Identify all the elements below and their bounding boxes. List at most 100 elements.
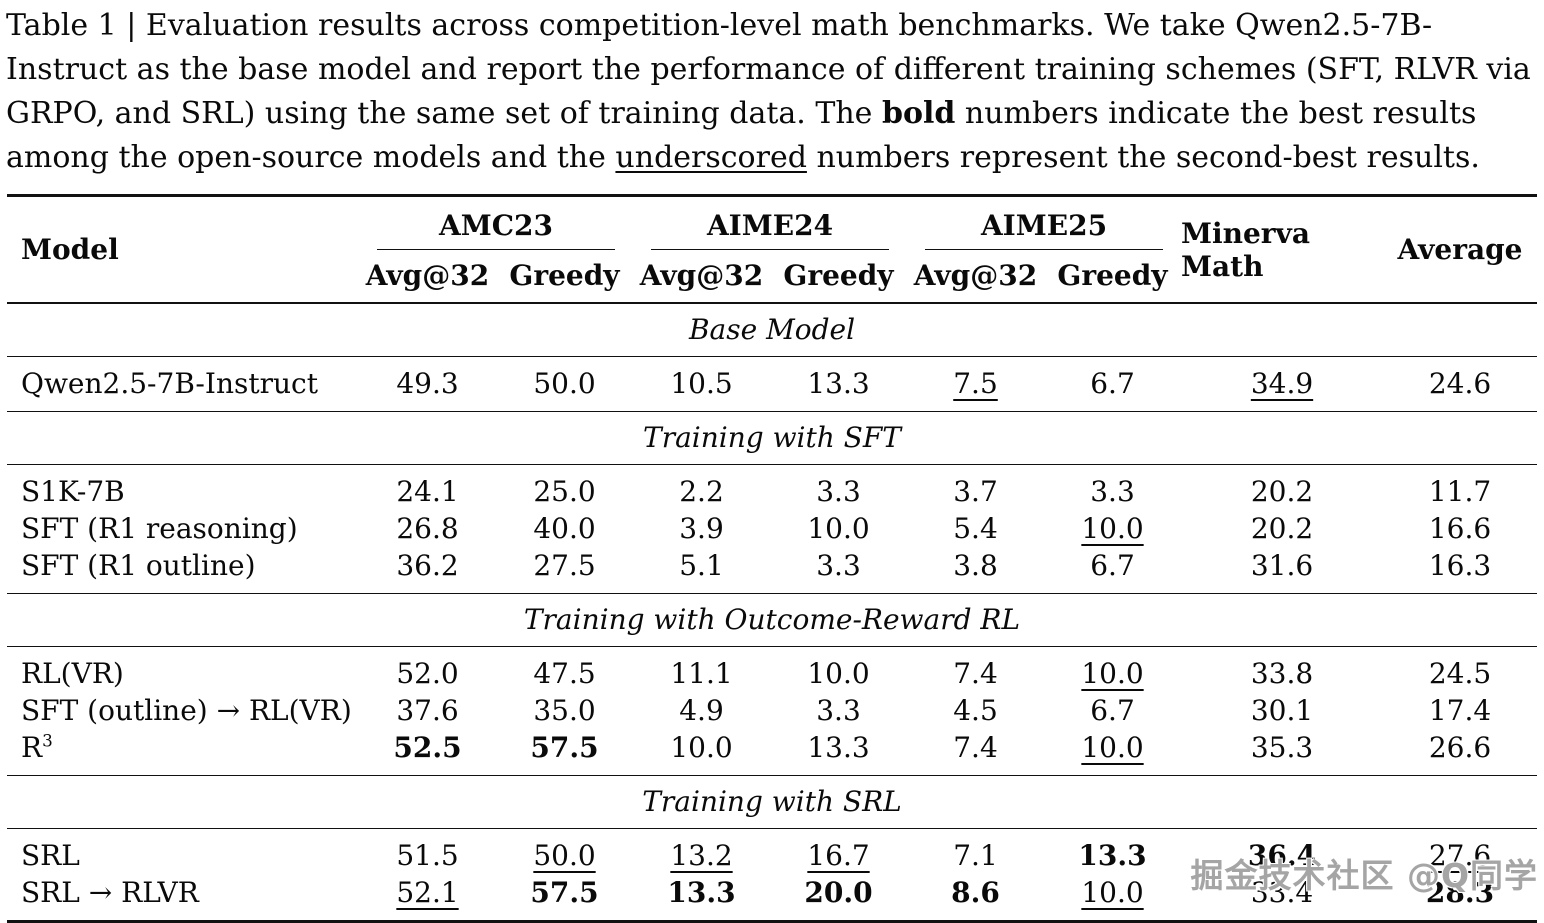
section-rows: Qwen2.5-7B-Instruct 49.3 50.0 10.5 13.3 7.5 6.…: [7, 357, 1537, 412]
subcolumn-header: Greedy: [509, 259, 620, 292]
model-name: Qwen2.5-7B-Instruct: [21, 367, 318, 400]
column-header-minerva-math: Minerva Math: [1181, 216, 1310, 283]
table-row: R3 52.5 57.5 10.0 13.3 7.4 10.0 35.3 26.6: [7, 729, 1537, 766]
subcolumn-header: Avg@32: [365, 259, 490, 292]
table-row: SRL → RLVR 52.1 57.5 13.3 20.0 8.6 10.0 33.4 28.…: [7, 874, 1537, 911]
section-title: Base Model: [7, 304, 1537, 357]
metric-value: 16.7: [807, 839, 870, 872]
metric-value: 7.1: [953, 839, 998, 872]
metric-value: 50.0: [533, 367, 596, 400]
section-title: Training with SFT: [7, 412, 1537, 465]
caption-text: numbers represent the second-best result…: [806, 140, 1480, 175]
model-name: SFT (outline) → RL(VR): [21, 694, 352, 727]
metric-value: 24.5: [1428, 657, 1492, 690]
model-name: SFT (R1 outline): [21, 549, 256, 582]
table-row: S1K-7B 24.1 25.0 2.2 3.3 3.7 3.3 20.2 11.7: [7, 473, 1537, 510]
metric-value: 36.4: [1247, 839, 1317, 872]
metric-value: 33.4: [1250, 876, 1314, 909]
metric-value: 52.0: [396, 657, 459, 690]
metric-value: 11.7: [1428, 475, 1492, 508]
table-row: SFT (R1 reasoning) 26.8 40.0 3.9 10.0 5.4 10.0…: [7, 510, 1537, 547]
metric-value: 36.2: [396, 549, 459, 582]
caption-underscored-word: underscored: [615, 140, 807, 175]
model-name: RL(VR): [21, 657, 124, 690]
metric-value: 51.5: [396, 839, 459, 872]
metric-value: 27.5: [533, 549, 596, 582]
section-title: Training with Outcome-Reward RL: [7, 594, 1537, 647]
metric-value: 17.4: [1428, 694, 1492, 727]
metric-value: 3.7: [953, 475, 998, 508]
metric-value: 3.3: [816, 549, 861, 582]
metric-value: 7.5: [953, 367, 998, 400]
metric-value: 30.1: [1250, 694, 1314, 727]
metric-value: 24.1: [396, 475, 459, 508]
caption-text: numbers indicate the best results among …: [6, 96, 1477, 175]
metric-value: 5.1: [679, 549, 724, 582]
metric-value: 10.0: [1081, 657, 1144, 690]
column-group-aime25: AIME25: [925, 207, 1163, 250]
metric-value: 3.3: [816, 694, 861, 727]
section-rows: S1K-7B 24.1 25.0 2.2 3.3 3.7 3.3 20.2 11.7 SFT (R…: [7, 465, 1537, 594]
model-name: SRL → RLVR: [21, 876, 199, 909]
metric-value: 10.0: [1081, 876, 1144, 909]
column-group-amc23: AMC23: [377, 207, 615, 250]
subcolumn-header: Avg@32: [913, 259, 1038, 292]
model-name: SRL: [21, 839, 80, 872]
caption-text: Table 1 | Evaluation results across comp…: [6, 8, 1531, 131]
section-rows: SRL 51.5 50.0 13.2 16.7 7.1 13.3 36.4 27.6 SRL → …: [7, 829, 1537, 920]
metric-value: 10.0: [1081, 731, 1144, 764]
metric-value: 52.1: [396, 876, 459, 909]
metric-value: 10.0: [807, 512, 870, 545]
metric-value: 13.2: [670, 839, 733, 872]
metric-value: 26.8: [396, 512, 459, 545]
metric-value: 4.9: [679, 694, 724, 727]
model-name: SFT (R1 reasoning): [21, 512, 298, 545]
metric-value: 57.5: [530, 876, 599, 909]
metric-value: 10.0: [807, 657, 870, 690]
caption-bold-word: bold: [881, 96, 956, 131]
metric-value: 35.0: [533, 694, 596, 727]
metric-value: 16.3: [1428, 549, 1492, 582]
subcolumn-header: Greedy: [1057, 259, 1168, 292]
metric-value: 13.3: [807, 731, 870, 764]
metric-value: 35.3: [1250, 731, 1314, 764]
metric-value: 7.4: [953, 657, 998, 690]
table-row: SFT (outline) → RL(VR) 37.6 35.0 4.9 3.3 4.5 6…: [7, 692, 1537, 729]
metric-value: 3.9: [679, 512, 724, 545]
metric-value: 33.8: [1250, 657, 1314, 690]
metric-value: 10.0: [670, 731, 733, 764]
table-row: RL(VR) 52.0 47.5 11.1 10.0 7.4 10.0 33.8 24.5: [7, 655, 1537, 692]
metric-value: 31.6: [1250, 549, 1314, 582]
column-header-model: Model: [21, 233, 119, 266]
metric-value: 34.9: [1250, 367, 1314, 400]
metric-value: 13.3: [807, 367, 870, 400]
metric-value: 27.6: [1428, 839, 1492, 872]
metric-value: 6.7: [1090, 367, 1135, 400]
metric-value: 20.0: [804, 876, 873, 909]
metric-value: 40.0: [533, 512, 596, 545]
results-table: Model AMC23 AIME24 AIME25 Avg@32 Greedy …: [7, 194, 1537, 923]
table-row: SRL 51.5 50.0 13.2 16.7 7.1 13.3 36.4 27.6: [7, 837, 1537, 874]
metric-value: 11.1: [670, 657, 733, 690]
metric-value: 3.3: [1090, 475, 1135, 508]
metric-value: 10.5: [670, 367, 733, 400]
superscript: 3: [42, 730, 53, 751]
metric-value: 16.6: [1428, 512, 1492, 545]
column-header-average: Average: [1397, 233, 1523, 266]
metric-value: 13.3: [667, 876, 736, 909]
model-name: S1K-7B: [21, 475, 125, 508]
metric-value: 28.3: [1425, 876, 1495, 909]
metric-value: 52.5: [393, 731, 462, 764]
subcolumn-header: Avg@32: [639, 259, 764, 292]
table-caption: Table 1 | Evaluation results across comp…: [0, 0, 1544, 180]
metric-value: 49.3: [396, 367, 459, 400]
metric-value: 6.7: [1090, 694, 1135, 727]
metric-value: 47.5: [533, 657, 596, 690]
metric-value: 4.5: [953, 694, 998, 727]
metric-value: 25.0: [533, 475, 596, 508]
metric-value: 7.4: [953, 731, 998, 764]
metric-value: 24.6: [1428, 367, 1492, 400]
metric-value: 8.6: [951, 876, 1000, 909]
column-group-aime24: AIME24: [651, 207, 889, 250]
table-row: SFT (R1 outline) 36.2 27.5 5.1 3.3 3.8 6.7 31.6…: [7, 547, 1537, 584]
